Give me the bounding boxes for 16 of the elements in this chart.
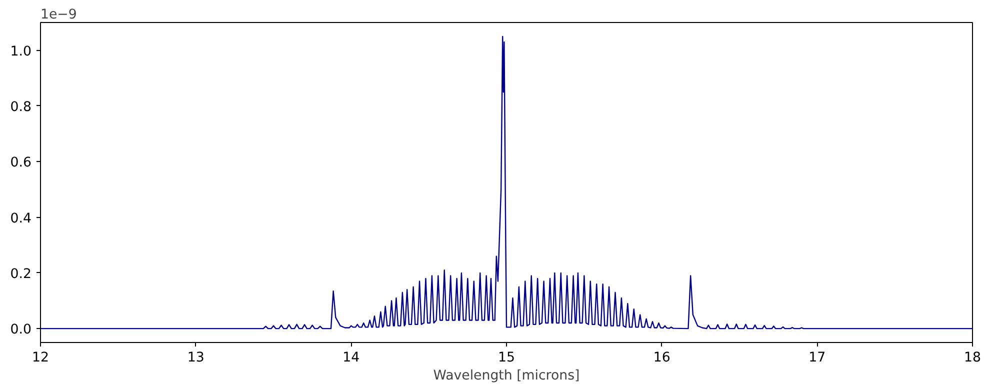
x-tick-label: 13	[187, 350, 204, 366]
y-tick-label: 0.0	[10, 322, 32, 338]
x-tick-label: 14	[342, 350, 360, 366]
x-tick-label: 18	[964, 350, 981, 366]
line-series	[40, 36, 972, 330]
y-tick-label: 1.0	[10, 44, 32, 60]
x-tick-label: 17	[808, 350, 826, 366]
y-tick-label: 0.4	[10, 211, 32, 226]
x-tick-label: 16	[653, 350, 670, 366]
x-tick-label: 15	[498, 350, 515, 366]
x-tick-label: 12	[32, 350, 49, 366]
annotation: 1e−9	[40, 8, 77, 22]
y-tick-label: 0.8	[10, 100, 32, 115]
x-axis-title: Wavelength [microns]	[433, 368, 580, 384]
y-tick-label: 0.2	[10, 266, 32, 282]
y-tick-label: 0.6	[10, 156, 32, 171]
